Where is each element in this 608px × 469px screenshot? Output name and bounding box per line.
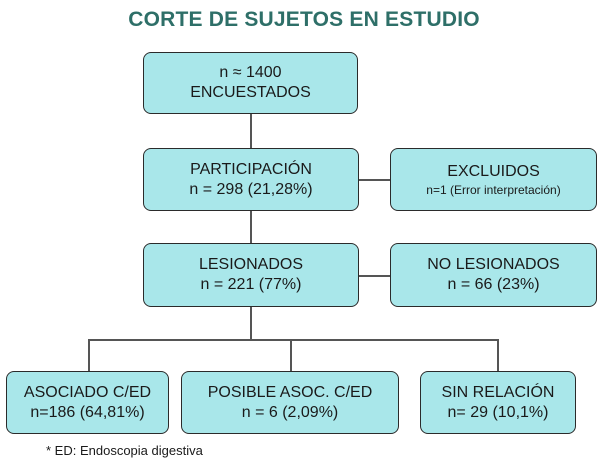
connector-participacion-excluidos <box>359 179 390 181</box>
posible-count: n = 6 (2,09%) <box>241 403 339 421</box>
excluidos-label: EXCLUIDOS <box>447 162 540 180</box>
lesionados-count: n = 221 (77%) <box>200 276 302 293</box>
sin-relacion-label: SIN RELACIÓN <box>441 383 555 401</box>
asociado-count: n=186 (64,81%) <box>30 403 145 421</box>
diagram-title: CORTE DE SUJETOS EN ESTUDIO <box>128 8 480 31</box>
connector-lesionados-trunk <box>250 307 252 339</box>
lesionados-label: LESIONADOS <box>198 256 304 273</box>
posible-label: POSIBLE ASOC. C/ED <box>207 383 373 401</box>
box-participacion: PARTICIPACIÓN n = 298 (21,28%) <box>143 148 359 211</box>
asociado-label: ASOCIADO C/ED <box>23 383 152 401</box>
box-posible: POSIBLE ASOC. C/ED n = 6 (2,09%) <box>181 371 399 434</box>
excluidos-count: n=1 (Error interpretación) <box>426 182 561 197</box>
encuestados-label: ENCUESTADOS <box>190 84 311 101</box>
box-sin-relacion: SIN RELACIÓN n= 29 (10,1%) <box>420 371 576 434</box>
connector-to-posible <box>290 339 292 371</box>
box-encuestados: n ≈ 1400 ENCUESTADOS <box>143 52 358 114</box>
connector-horizontal-bus <box>88 339 498 341</box>
connector-encuestados-participacion <box>250 114 252 148</box>
sin-relacion-count: n= 29 (10,1%) <box>447 403 549 421</box>
footnote: * ED: Endoscopia digestiva <box>46 443 203 458</box>
encuestados-count: n ≈ 1400 <box>219 64 282 81</box>
connector-lesionados-no-lesionados <box>359 275 390 277</box>
box-asociado: ASOCIADO C/ED n=186 (64,81%) <box>6 371 169 434</box>
box-no-lesionados: NO LESIONADOS n = 66 (23%) <box>390 243 597 307</box>
box-lesionados: LESIONADOS n = 221 (77%) <box>143 243 359 307</box>
participacion-count: n = 298 (21,28%) <box>189 180 313 198</box>
connector-participacion-lesionados <box>250 211 252 243</box>
participacion-label: PARTICIPACIÓN <box>190 160 312 178</box>
no-lesionados-label: NO LESIONADOS <box>427 256 560 273</box>
connector-to-asociado <box>88 339 90 371</box>
box-excluidos: EXCLUIDOS n=1 (Error interpretación) <box>390 148 597 211</box>
no-lesionados-count: n = 66 (23%) <box>447 276 540 293</box>
connector-to-sin-relacion <box>497 339 499 371</box>
